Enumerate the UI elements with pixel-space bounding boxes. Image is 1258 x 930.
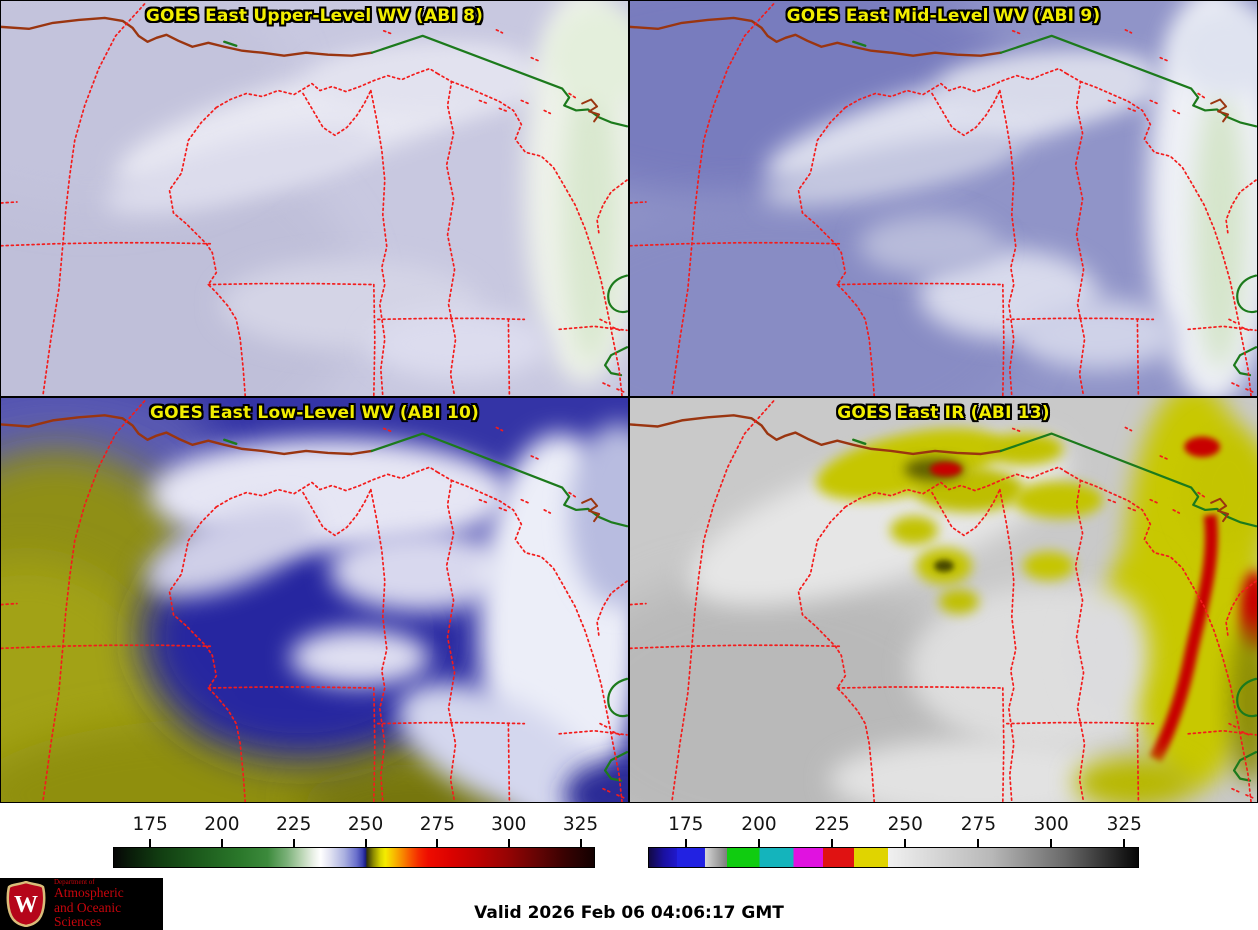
- logo-line2: Atmospheric: [54, 885, 124, 901]
- colorbar-tick: 325: [1094, 814, 1154, 847]
- colorbar-tick: 200: [729, 814, 789, 847]
- colorbar-tick: 300: [1021, 814, 1081, 847]
- tick-mark: [977, 839, 980, 847]
- colorbar-tick: 200: [192, 814, 252, 847]
- logo-line3: and Oceanic Sciences: [54, 899, 122, 930]
- wv-upper-clouds: [1, 1, 628, 396]
- panel-title-abi13: GOES East IR (ABI 13): [837, 403, 1050, 423]
- colorbar-tick: 175: [120, 814, 180, 847]
- tick-mark: [1123, 839, 1126, 847]
- colorbar-tick: 225: [264, 814, 324, 847]
- satellite-imagery-abi10: [1, 398, 628, 802]
- colorbar-ir: 175 200 225 250 275 300 325: [648, 810, 1142, 872]
- colorbar-tick: 325: [551, 814, 611, 847]
- colorbar-ir-gradient: [648, 847, 1139, 868]
- satellite-imagery-abi13: [630, 398, 1257, 802]
- tick-mark: [904, 839, 907, 847]
- ir-clouds: [630, 398, 1257, 802]
- colorbar-tick: 225: [802, 814, 862, 847]
- wv-low-clouds: [1, 398, 628, 802]
- tick-mark: [684, 839, 687, 847]
- satellite-imagery-abi9: [630, 1, 1257, 396]
- panel-upper-level-wv: GOES East Upper-Level WV (ABI 8): [0, 0, 629, 397]
- logo-text: Department of Atmospheric and Oceanic Sc…: [54, 878, 163, 930]
- panel-title-abi8: GOES East Upper-Level WV (ABI 8): [145, 6, 484, 26]
- colorbar-tick: 275: [407, 814, 467, 847]
- colorbar-tick: 250: [336, 814, 396, 847]
- colorbar-tick: 175: [656, 814, 716, 847]
- tick-mark: [149, 839, 152, 847]
- uw-crest-icon: W: [6, 881, 46, 927]
- wv-mid-clouds: [630, 1, 1257, 396]
- tick-mark: [757, 839, 760, 847]
- panel-ir: GOES East IR (ABI 13): [629, 397, 1258, 803]
- svg-text:W: W: [14, 892, 38, 918]
- tick-mark: [507, 839, 510, 847]
- tick-mark: [436, 839, 439, 847]
- tick-mark: [831, 839, 834, 847]
- tick-mark: [579, 839, 582, 847]
- panel-low-level-wv: GOES East Low-Level WV (ABI 10): [0, 397, 629, 803]
- colorbar-tick: 275: [948, 814, 1008, 847]
- panel-title-abi10: GOES East Low-Level WV (ABI 10): [149, 403, 479, 423]
- colorbar-wv-gradient: [113, 847, 595, 868]
- colorbar-wv: 175 200 225 250 275 300 325: [113, 810, 598, 872]
- tick-mark: [364, 839, 367, 847]
- logo-dept-line: Department of: [54, 878, 95, 887]
- panel-mid-level-wv: GOES East Mid-Level WV (ABI 9): [629, 0, 1258, 397]
- colorbar-tick: 250: [875, 814, 935, 847]
- tick-mark: [292, 839, 295, 847]
- tick-mark: [1050, 839, 1053, 847]
- uw-aos-logo: W Department of Atmospheric and Oceanic …: [0, 878, 163, 930]
- valid-timestamp: Valid 2026 Feb 06 04:06:17 GMT: [474, 903, 784, 923]
- colorbar-tick: 300: [479, 814, 539, 847]
- satellite-imagery-abi8: [1, 1, 628, 396]
- tick-mark: [220, 839, 223, 847]
- panel-title-abi9: GOES East Mid-Level WV (ABI 9): [786, 6, 1101, 26]
